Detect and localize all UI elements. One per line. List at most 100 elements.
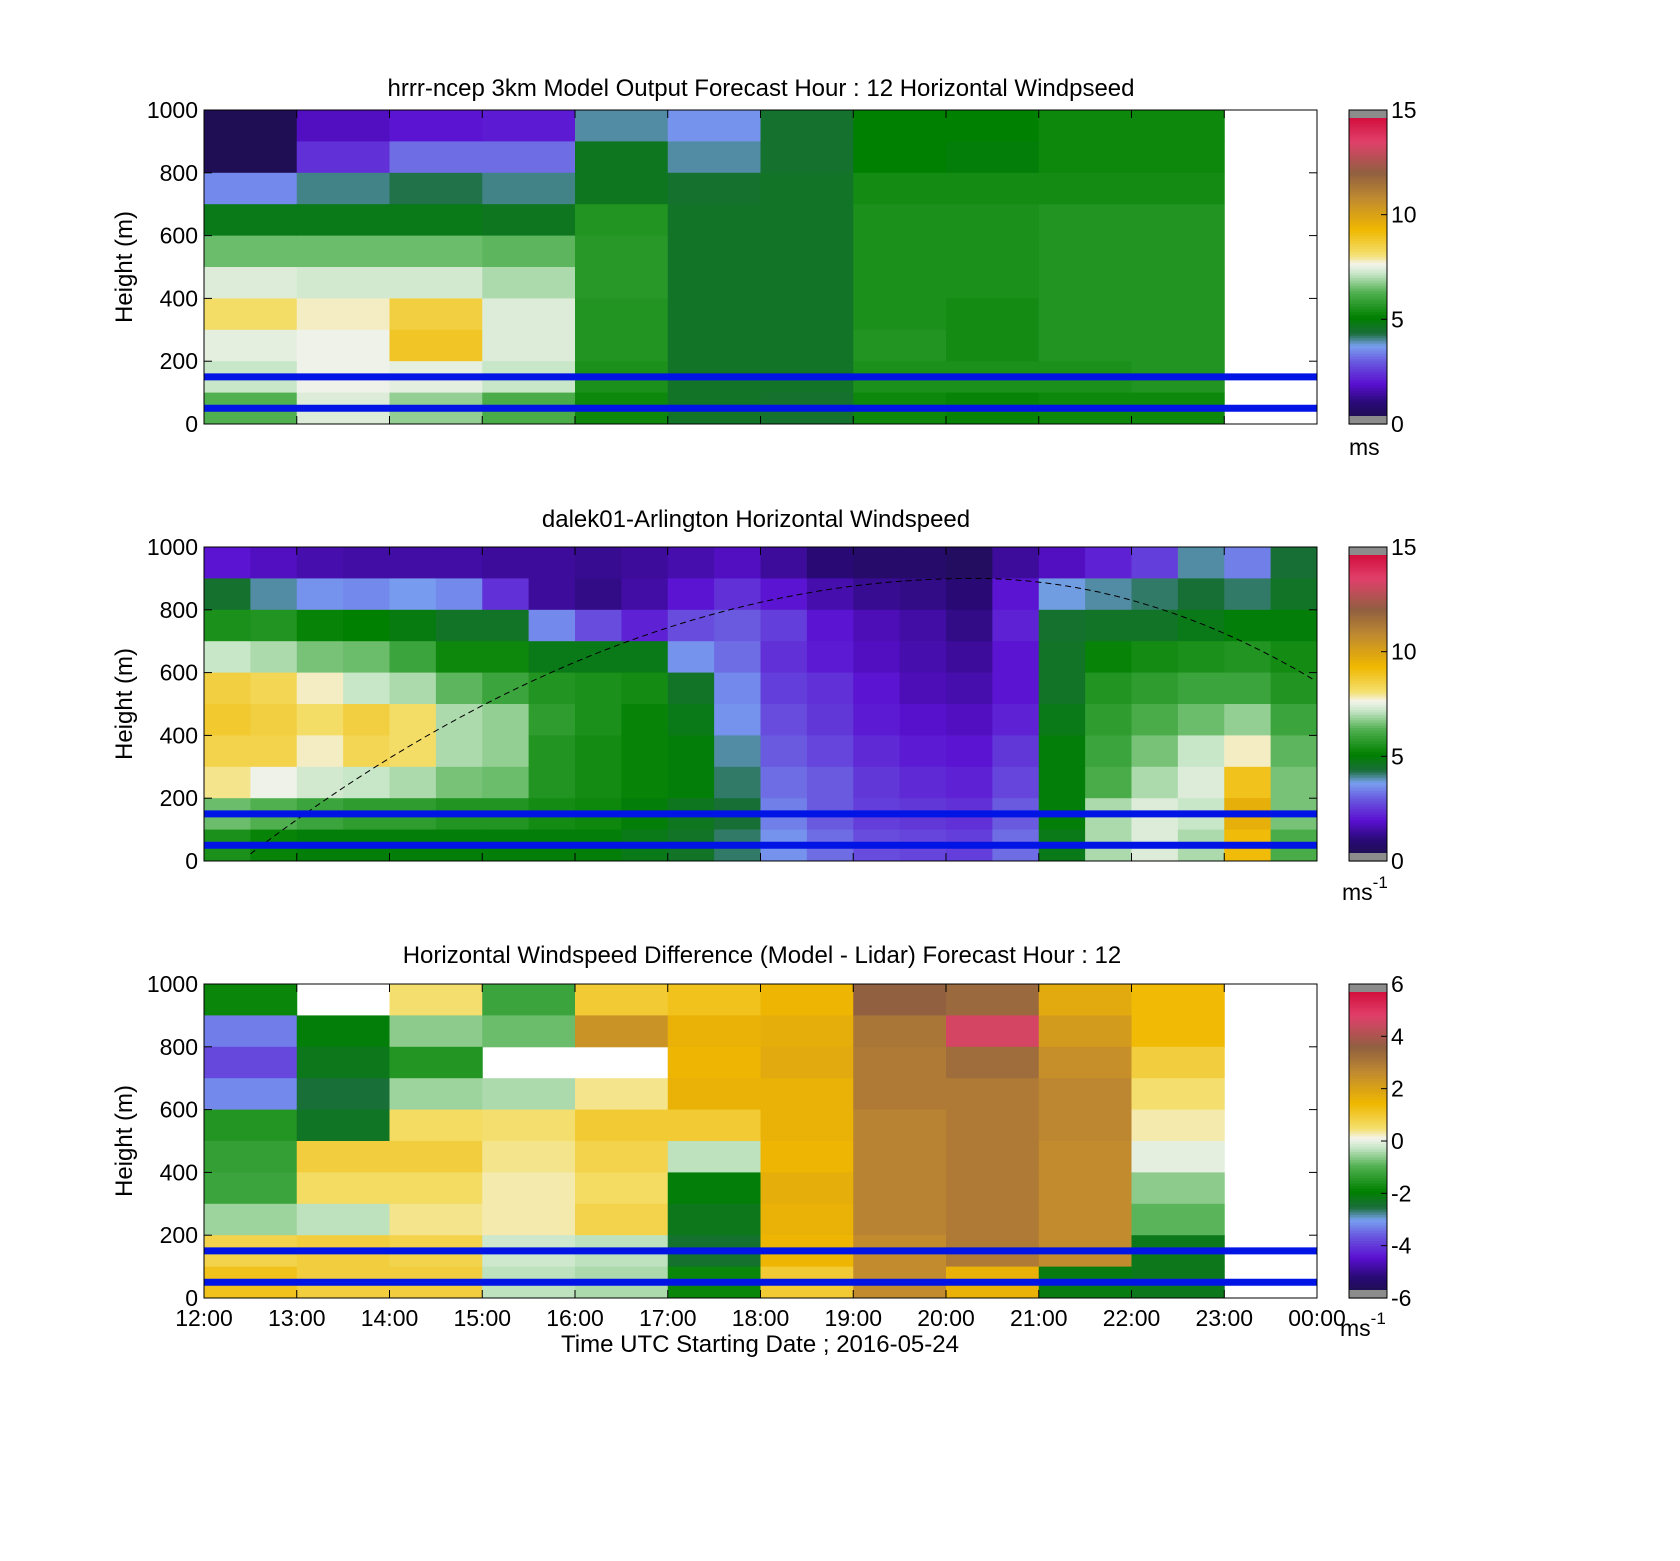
colorbar-unit-difference: ms-1 [1340,1309,1386,1341]
colorbar-swatch [1349,683,1387,687]
colorbar-swatch [1349,358,1387,362]
heatmap-cell [389,984,483,1016]
heatmap-cell [806,547,854,579]
heatmap-cell [899,735,947,768]
heatmap-cell [992,672,1040,705]
heatmap-cell [946,110,1040,142]
heatmap-cell [250,672,298,705]
heatmap-cell [1085,735,1132,768]
colorbar-swatch [1349,1109,1387,1113]
heatmap-cell [667,1172,761,1205]
colorbar-model: 0 5 10 15 [1348,97,1417,437]
colorbar-swatch [1349,350,1387,354]
heatmap-cell [806,641,854,674]
colorbar-swatch [1349,1169,1387,1173]
colorbar-swatch [1349,798,1387,802]
x-ticks-model [203,110,1318,424]
colorbar-swatch [1349,1015,1387,1019]
colorbar-swatch [1349,261,1387,265]
heatmap-cell [853,1141,947,1173]
heatmap-cell [621,704,669,736]
colorbar-swatch [1349,562,1387,566]
y-tick-label: 400 [160,285,198,311]
heatmap-cell [482,704,530,736]
colorbar-swatch [1349,306,1387,310]
heatmap-cell [1038,1172,1132,1205]
heatmap-cell [575,1203,669,1236]
colorbar-unit-model: ms [1349,434,1380,460]
heatmap-cell [389,110,483,142]
heatmap-cell [204,735,251,768]
colorbar-swatch [1349,1036,1387,1040]
heatmap-cell [575,141,669,174]
colorbar-swatch [1349,248,1387,252]
colorbar-swatch [1349,732,1387,736]
colorbar-swatch [1349,1148,1387,1153]
colorbar-swatch [1349,1185,1387,1189]
colorbar-swatch [1349,790,1387,794]
colorbar-swatch [1349,1104,1387,1108]
heatmap-cell [343,672,390,705]
colorbar-swatch [1349,1057,1387,1061]
colorbar-swatch [1349,599,1387,603]
colorbar-swatch [1349,1227,1387,1231]
heatmap-cell [296,1109,390,1142]
heatmap-cell [946,984,1040,1016]
x-ticks-difference [203,984,1318,1298]
heatmap-cell [760,984,854,1016]
colorbar-swatch [1349,824,1387,828]
heatmap-cell [435,578,483,611]
y-axis-label-lidar: Height (m) [111,648,138,760]
colorbar-swatch [1349,243,1387,247]
heatmap-cell [853,609,901,642]
heatmap-cell [946,547,993,579]
colorbar-swatch [1349,217,1387,221]
heatmap-cell [389,735,437,768]
colorbar-under-swatch [1349,1290,1387,1298]
heatmap-cell [992,766,1040,799]
heatmap-cell [482,1172,576,1205]
colorbar-swatch [1349,635,1387,640]
heatmap-cell [482,641,530,674]
colorbar-swatch [1349,641,1387,645]
heatmap-cell [389,1109,483,1142]
colorbar-swatch [1349,714,1387,718]
colorbar-swatch [1349,1052,1387,1056]
colorbar-swatch [1349,669,1387,674]
heatmap-cell [389,1046,483,1079]
colorbar-tick-label: 4 [1391,1023,1404,1049]
colorbar-swatch [1349,235,1387,239]
colorbar-swatch [1349,1193,1387,1197]
heatmap-cell [575,1172,669,1205]
heatmap-cell [575,1015,669,1048]
heatmap-cell [204,172,298,205]
heatmap-cell [1038,766,1086,799]
colorbar-swatch [1349,586,1387,590]
heatmap-cell [389,1141,483,1173]
colorbar-swatch [1349,1028,1387,1032]
heatmap-cell [343,704,390,736]
colorbar-swatch [1349,1159,1387,1163]
heatmap-cell [296,1141,390,1173]
heatmap-cell [667,1078,761,1111]
colorbar-swatch [1349,745,1387,750]
colorbar-swatch [1349,756,1387,760]
colorbar-swatch [1349,832,1387,836]
heatmap-cell [204,329,298,362]
colorbar-swatch [1349,1235,1387,1239]
colorbar-under-swatch [1349,853,1387,861]
colorbar-swatch [1349,1002,1387,1006]
heatmap-cell [1177,766,1225,799]
heatmap-cell [389,1172,483,1205]
colorbar-swatch [1349,1256,1387,1260]
colorbar-swatch [1349,625,1387,629]
colorbar-swatch [1349,1287,1387,1291]
heatmap-cell [992,641,1040,674]
colorbar-swatch [1349,1062,1387,1066]
heatmap-cell [1131,578,1179,611]
heatmap-cell [250,609,298,642]
colorbar-swatch [1349,1211,1387,1215]
heatmap-cell [714,704,761,736]
colorbar-swatch [1349,400,1387,404]
colorbar-over-swatch [1349,984,1387,992]
